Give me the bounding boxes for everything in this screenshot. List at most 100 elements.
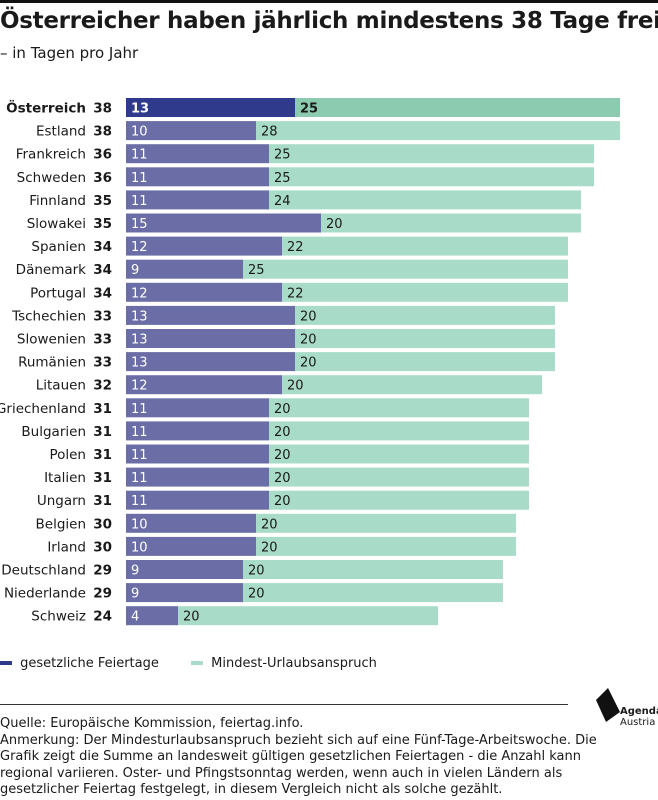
bar-feiertage-bulgarien	[126, 421, 269, 441]
bar-feiertage-österreich	[126, 98, 295, 117]
total-label-slowenien: 33	[93, 332, 112, 348]
category-label-frankreich: Frankreich	[16, 147, 86, 163]
total-label-polen: 31	[93, 447, 112, 463]
total-label-deutschland: 29	[93, 563, 112, 579]
legend-swatch-feiertage	[0, 660, 12, 665]
footer: Quelle: Europäische Kommission, feiertag…	[0, 716, 600, 799]
bar-urlaub-dänemark	[243, 259, 568, 279]
logo-line-1: Agenda	[620, 706, 658, 717]
bar-feiertage-slowenien	[126, 329, 295, 348]
footer-divider	[0, 704, 568, 705]
category-label-belgien: Belgien	[36, 516, 87, 532]
data-label-urlaub-rumänien: 20	[300, 356, 317, 371]
category-label-portugal: Portugal	[30, 285, 86, 301]
bar-feiertage-italien	[126, 467, 269, 487]
category-label-bulgarien: Bulgarien	[21, 424, 86, 440]
bar-feiertage-deutschland	[126, 560, 243, 579]
data-label-feiertage-schweiz: 4	[131, 610, 139, 625]
top-rule	[0, 0, 658, 3]
data-label-feiertage-rumänien: 13	[131, 356, 148, 371]
bar-urlaub-ungarn	[269, 490, 529, 510]
bar-urlaub-slowakei	[321, 213, 581, 233]
data-label-feiertage-tschechien: 13	[131, 309, 148, 324]
data-label-urlaub-österreich: 25	[300, 102, 318, 117]
bar-feiertage-frankreich	[126, 144, 269, 164]
legend-item-feiertage: gesetzliche Feiertage	[0, 656, 159, 671]
category-label-litauen: Litauen	[36, 378, 86, 394]
category-label-schweiz: Schweiz	[31, 609, 86, 625]
data-label-feiertage-niederlande: 9	[131, 587, 139, 602]
total-label-schweiz: 24	[93, 609, 112, 625]
total-label-irland: 30	[93, 539, 112, 555]
category-label-tschechien: Tschechien	[11, 308, 86, 324]
data-label-feiertage-irland: 10	[131, 540, 148, 555]
agenda-austria-logo: Agenda Austria	[590, 684, 658, 744]
data-label-urlaub-griechenland: 20	[274, 402, 291, 417]
category-label-griechenland: Griechenland	[0, 401, 86, 417]
bar-feiertage-rumänien	[126, 352, 295, 372]
total-label-ungarn: 31	[93, 493, 112, 509]
legend-label-urlaub: Mindest-Urlaubsanspruch	[211, 656, 377, 671]
total-label-estland: 38	[93, 124, 112, 140]
legend-label-feiertage: gesetzliche Feiertage	[20, 656, 159, 671]
category-label-irland: Irland	[47, 539, 86, 555]
data-label-urlaub-spanien: 22	[287, 240, 304, 255]
data-label-urlaub-ungarn: 20	[274, 494, 291, 509]
data-label-feiertage-spanien: 12	[131, 240, 148, 255]
total-label-rumänien: 33	[93, 355, 112, 371]
category-label-slowakei: Slowakei	[27, 216, 86, 232]
bar-urlaub-schweden	[269, 167, 594, 187]
total-label-tschechien: 33	[93, 308, 112, 324]
category-label-niederlande: Niederlande	[4, 586, 86, 602]
data-label-urlaub-portugal: 22	[287, 286, 304, 301]
data-label-feiertage-dänemark: 9	[131, 263, 139, 278]
bar-feiertage-spanien	[126, 236, 282, 256]
bar-urlaub-portugal	[282, 282, 568, 302]
data-label-urlaub-niederlande: 20	[248, 587, 265, 602]
legend-swatch-urlaub	[191, 660, 203, 665]
category-label-spanien: Spanien	[31, 239, 86, 255]
data-label-feiertage-litauen: 12	[131, 379, 148, 394]
bar-feiertage-litauen	[126, 375, 282, 395]
bar-feiertage-ungarn	[126, 490, 269, 510]
bar-feiertage-portugal	[126, 282, 282, 302]
data-label-urlaub-schweiz: 20	[183, 610, 200, 625]
bar-feiertage-irland	[126, 536, 256, 556]
chart-subtitle: – in Tagen pro Jahr	[0, 44, 139, 62]
logo-wordmark: Agenda Austria	[620, 706, 658, 728]
total-label-portugal: 34	[93, 285, 112, 301]
data-label-urlaub-italien: 20	[274, 471, 291, 486]
total-label-italien: 31	[93, 470, 112, 486]
bar-feiertage-schweden	[126, 167, 269, 187]
bar-chart: Österreich 38 13 25 Estland 38 10 28 Frankreich 3…	[0, 98, 620, 626]
data-label-urlaub-finnland: 24	[274, 194, 291, 209]
data-label-feiertage-finnland: 11	[131, 194, 148, 209]
data-label-feiertage-österreich: 13	[131, 102, 149, 117]
total-label-belgien: 30	[93, 516, 112, 532]
bar-feiertage-estland	[126, 121, 256, 141]
data-label-feiertage-italien: 11	[131, 471, 148, 486]
data-label-urlaub-irland: 20	[261, 540, 278, 555]
category-label-ungarn: Ungarn	[37, 493, 86, 509]
data-label-urlaub-belgien: 20	[261, 517, 278, 532]
total-label-slowakei: 35	[93, 216, 112, 232]
bar-urlaub-bulgarien	[269, 421, 529, 441]
bar-feiertage-finnland	[126, 190, 269, 210]
bar-urlaub-frankreich	[269, 144, 594, 164]
category-label-slowenien: Slowenien	[17, 332, 86, 348]
bar-urlaub-slowenien	[295, 329, 555, 348]
total-label-schweden: 36	[93, 170, 112, 186]
category-label-finnland: Finnland	[29, 193, 86, 209]
data-label-urlaub-frankreich: 25	[274, 148, 291, 163]
bar-feiertage-niederlande	[126, 583, 243, 603]
total-label-griechenland: 31	[93, 401, 112, 417]
bar-urlaub-schweiz	[178, 606, 438, 626]
total-label-litauen: 32	[93, 378, 112, 394]
data-label-urlaub-estland: 28	[261, 125, 278, 140]
bar-urlaub-griechenland	[269, 398, 529, 418]
bar-feiertage-belgien	[126, 513, 256, 533]
category-label-österreich: Österreich	[6, 99, 86, 117]
data-label-feiertage-estland: 10	[131, 125, 148, 140]
bar-urlaub-finnland	[269, 190, 581, 210]
bar-urlaub-belgien	[256, 513, 516, 533]
